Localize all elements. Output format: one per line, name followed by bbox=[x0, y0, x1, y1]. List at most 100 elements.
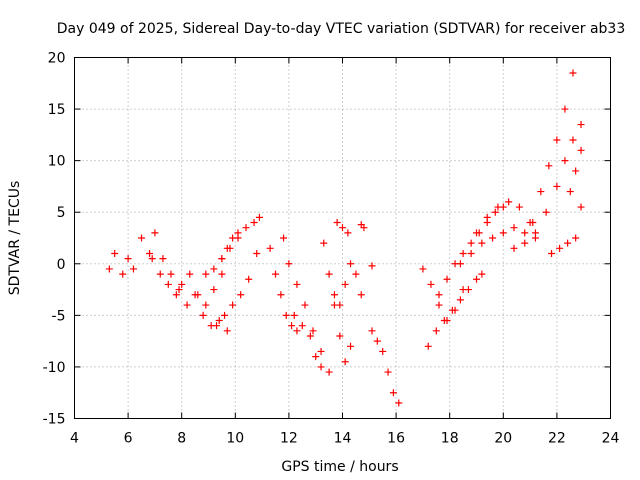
data-point bbox=[443, 275, 451, 283]
data-point bbox=[325, 368, 333, 376]
series-arc-4 bbox=[202, 213, 263, 278]
data-point bbox=[510, 224, 518, 232]
data-point bbox=[577, 203, 585, 211]
series-arc-6 bbox=[218, 229, 242, 263]
x-tick-label: 20 bbox=[494, 431, 512, 447]
x-tick-label: 16 bbox=[387, 431, 405, 447]
data-point bbox=[339, 224, 346, 232]
data-point bbox=[483, 213, 491, 221]
data-point bbox=[218, 255, 226, 263]
data-point bbox=[293, 327, 301, 335]
data-point bbox=[491, 208, 499, 216]
series-arc-11 bbox=[330, 260, 365, 309]
data-point bbox=[384, 368, 392, 376]
data-point bbox=[531, 229, 539, 237]
data-point bbox=[277, 291, 285, 299]
data-point bbox=[234, 229, 242, 237]
data-point bbox=[218, 270, 226, 278]
data-point bbox=[317, 347, 325, 355]
data-point bbox=[435, 301, 443, 309]
data-point bbox=[317, 363, 325, 371]
data-point bbox=[202, 270, 210, 278]
series-arc-21 bbox=[529, 69, 577, 227]
data-point bbox=[282, 311, 290, 319]
data-point bbox=[572, 234, 580, 242]
series-arc-23 bbox=[566, 146, 585, 196]
data-point bbox=[146, 249, 154, 257]
data-point bbox=[427, 280, 435, 288]
data-point bbox=[577, 121, 585, 129]
data-point bbox=[213, 322, 221, 330]
data-point bbox=[494, 203, 502, 211]
data-point bbox=[336, 332, 344, 340]
data-point bbox=[178, 280, 186, 288]
y-tick-label: -5 bbox=[52, 308, 66, 324]
data-point bbox=[432, 327, 440, 335]
data-point bbox=[290, 311, 298, 319]
data-point bbox=[164, 280, 172, 288]
data-point bbox=[360, 224, 368, 232]
data-point bbox=[237, 291, 245, 299]
data-point bbox=[202, 301, 210, 309]
data-point bbox=[255, 213, 263, 221]
data-point bbox=[572, 167, 580, 175]
data-point bbox=[129, 265, 137, 273]
series-arc-18 bbox=[456, 224, 539, 268]
data-point bbox=[199, 311, 207, 319]
data-point bbox=[424, 342, 432, 350]
series-arc-16 bbox=[424, 270, 486, 350]
series-arc-12 bbox=[333, 219, 352, 237]
data-point bbox=[245, 275, 253, 283]
data-point bbox=[242, 224, 250, 232]
data-point bbox=[440, 317, 448, 325]
data-point bbox=[489, 234, 497, 242]
data-point bbox=[499, 229, 507, 237]
series-arc-7 bbox=[266, 244, 301, 335]
data-point bbox=[312, 353, 320, 361]
data-point bbox=[473, 275, 480, 283]
data-point bbox=[293, 280, 301, 288]
data-point bbox=[229, 234, 237, 242]
data-point bbox=[138, 234, 145, 242]
data-point bbox=[221, 311, 229, 319]
data-point bbox=[566, 188, 574, 196]
data-point bbox=[210, 286, 218, 294]
data-point bbox=[556, 244, 564, 252]
y-tick-label: 0 bbox=[57, 257, 66, 273]
x-axis-label: GPS time / hours bbox=[281, 459, 398, 475]
data-point bbox=[561, 105, 569, 113]
data-point bbox=[306, 332, 314, 340]
data-point bbox=[320, 239, 328, 247]
data-point bbox=[119, 270, 127, 278]
data-point bbox=[253, 249, 261, 257]
data-point bbox=[330, 291, 338, 299]
data-point bbox=[521, 229, 529, 237]
chart-title: Day 049 of 2025, Sidereal Day-to-day VTE… bbox=[57, 21, 626, 37]
data-point bbox=[459, 249, 467, 257]
x-tick-label: 14 bbox=[334, 431, 352, 447]
data-point bbox=[379, 347, 387, 355]
data-point bbox=[229, 301, 237, 309]
data-point bbox=[344, 229, 352, 237]
x-tick-label: 22 bbox=[548, 431, 566, 447]
data-point bbox=[456, 260, 464, 268]
data-point bbox=[569, 136, 577, 144]
y-axis-label: SDTVAR / TECUs bbox=[7, 181, 23, 296]
data-point bbox=[285, 260, 293, 268]
data-point bbox=[347, 342, 355, 350]
data-point bbox=[167, 270, 175, 278]
series-arc-1 bbox=[105, 229, 167, 278]
data-point bbox=[464, 286, 472, 294]
data-point bbox=[175, 286, 183, 294]
series-arc-14 bbox=[368, 327, 403, 407]
grid bbox=[74, 57, 611, 419]
data-point bbox=[435, 291, 443, 299]
data-point bbox=[368, 262, 376, 270]
data-point bbox=[124, 255, 132, 263]
data-point bbox=[341, 280, 349, 288]
data-point bbox=[156, 270, 164, 278]
data-point bbox=[347, 260, 355, 268]
series-arc-13 bbox=[357, 221, 376, 270]
data-point bbox=[577, 146, 585, 154]
y-tick-label: -15 bbox=[43, 412, 66, 428]
